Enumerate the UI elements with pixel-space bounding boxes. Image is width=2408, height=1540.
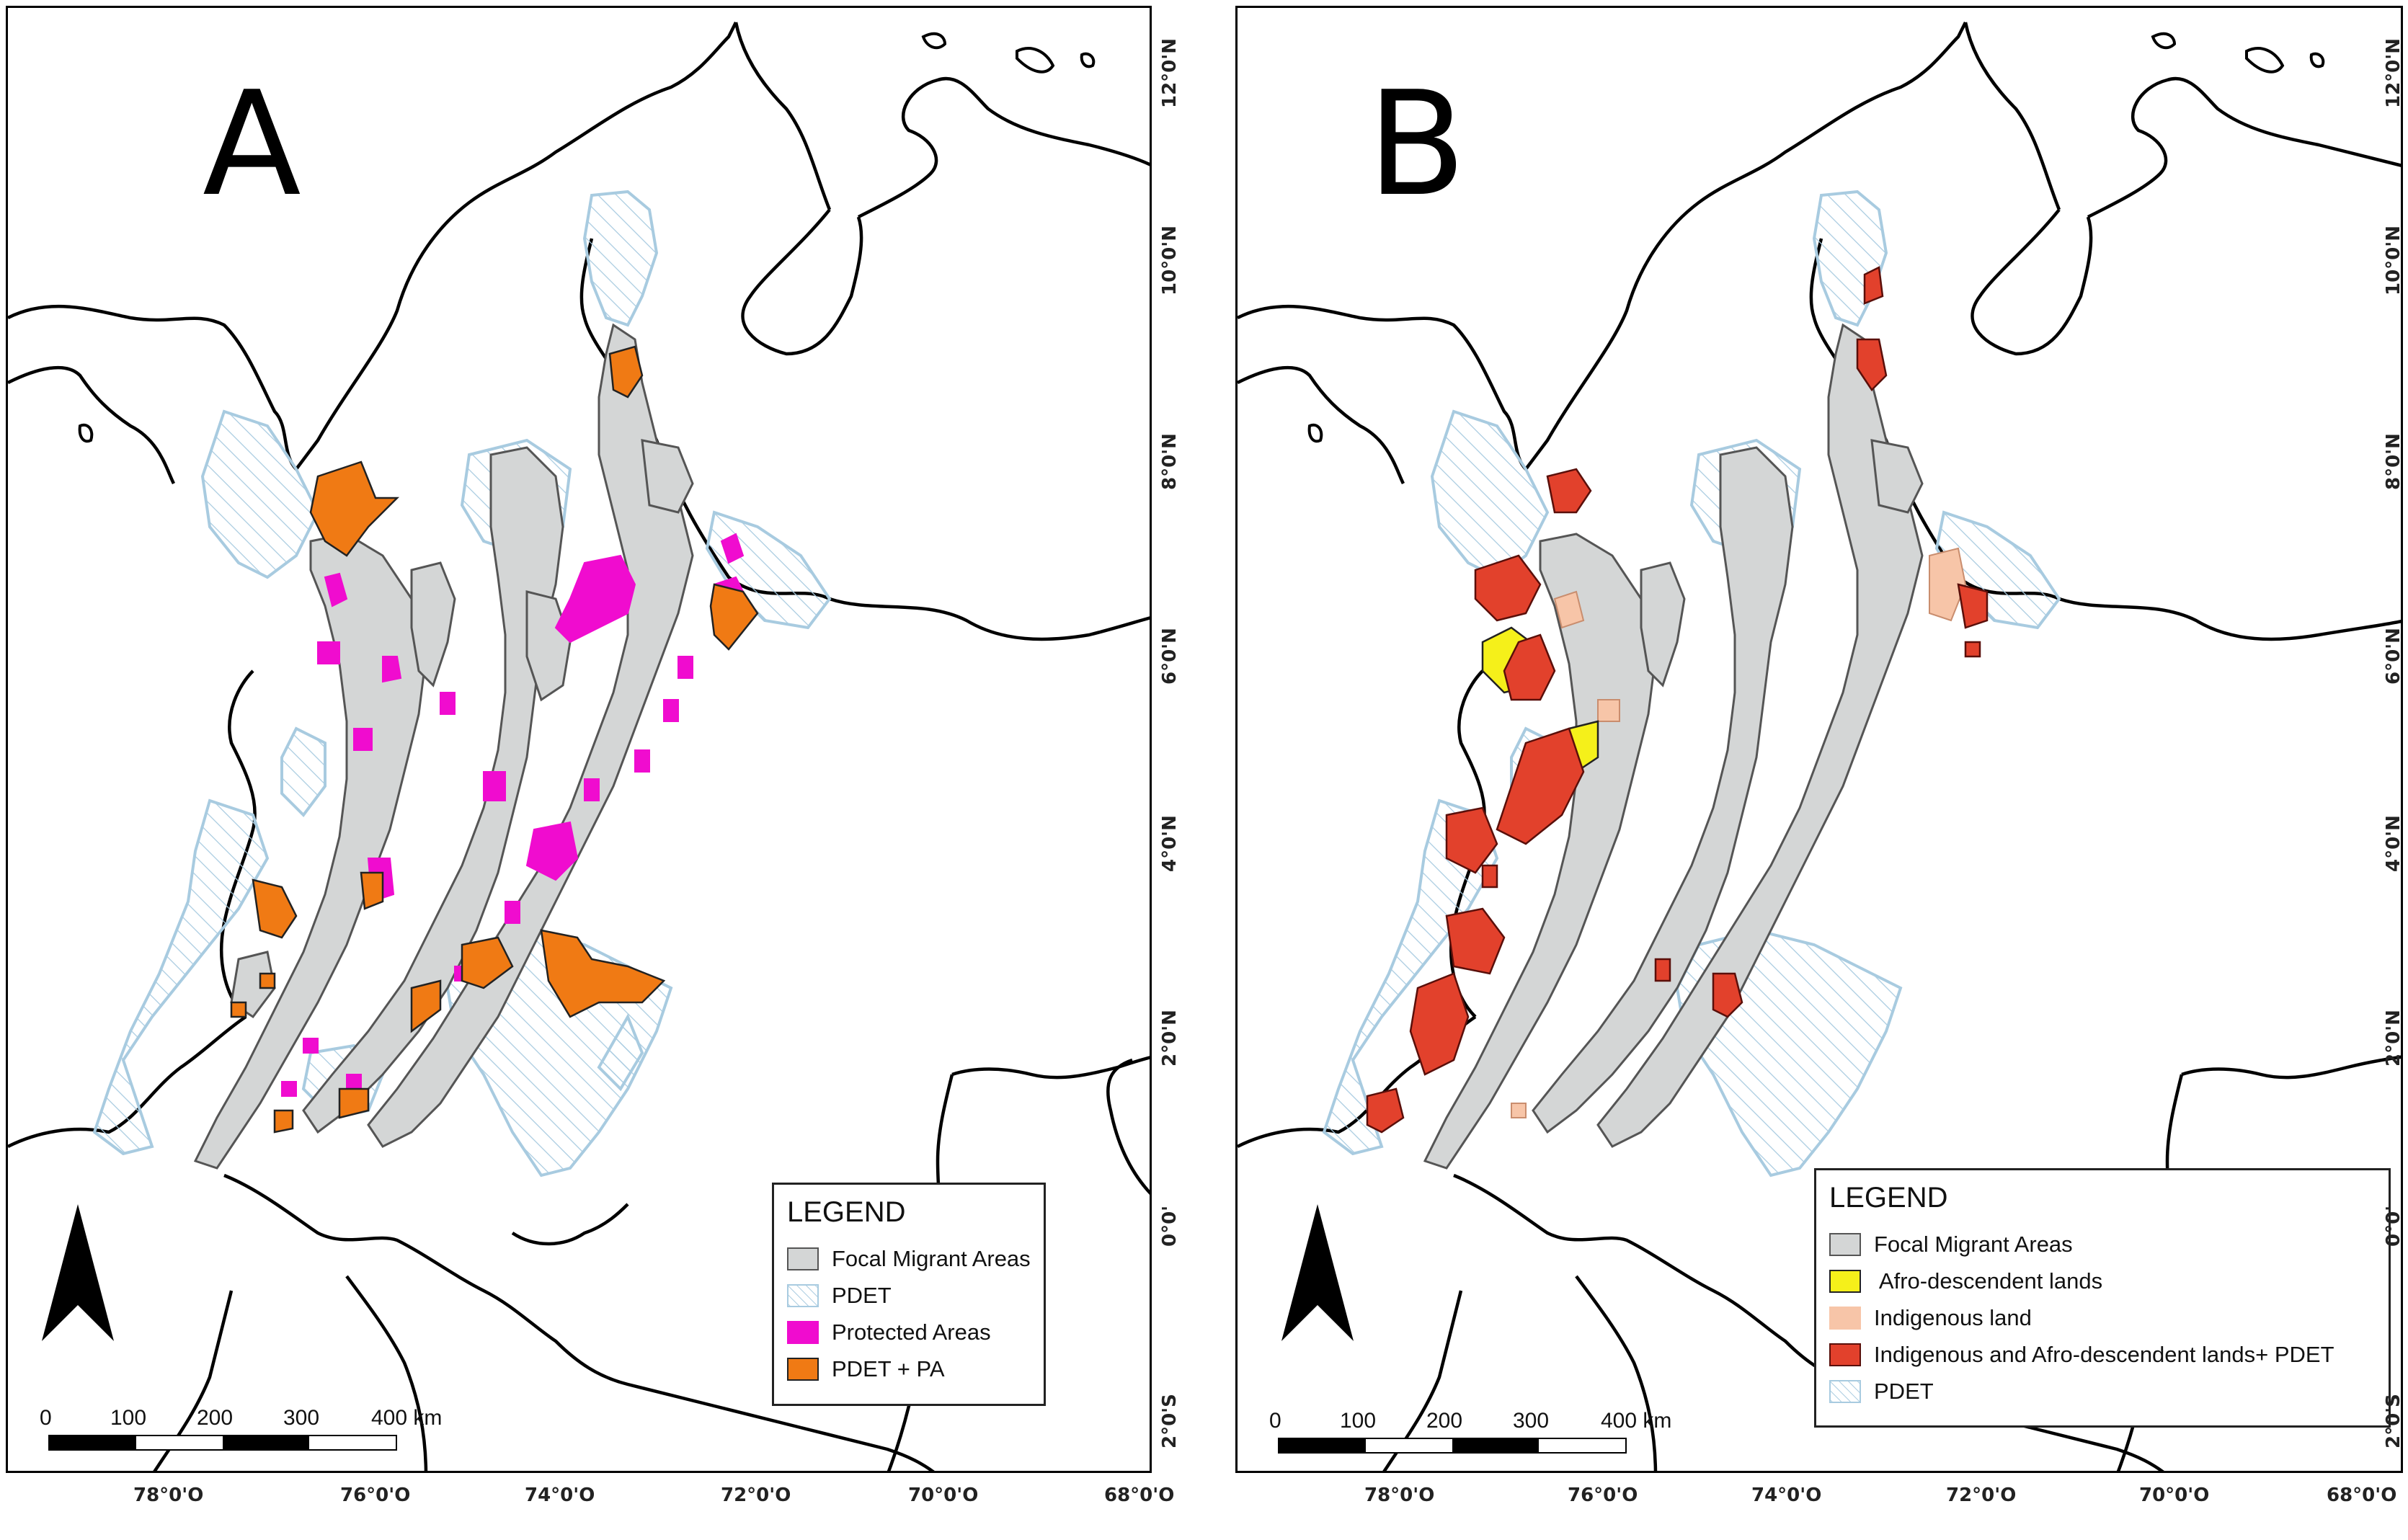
map-canvas-b [1238, 21, 2401, 1471]
legend-item-label: Focal Migrant Areas [832, 1245, 1031, 1271]
legend-item-pdet: PDET [1829, 1373, 2376, 1410]
legend-item-label: Focal Migrant Areas [1874, 1231, 2073, 1257]
protected-swatch [787, 1320, 819, 1344]
legend-item-pdet: PDET [787, 1277, 1031, 1314]
latitude-label: 8°0'N [1159, 433, 1181, 490]
latitude-label: 6°0'N [2383, 628, 2404, 685]
longitude-label: 68°0'O [2327, 1485, 2397, 1506]
map-panel-b: B LEGEND Focal Migrant Areas Afro-descen… [1235, 6, 2403, 1473]
legend: LEGEND Focal Migrant Areas PDET Protecte… [772, 1183, 1046, 1406]
latitude-label: 12°0'N [1159, 38, 1181, 108]
longitude-label: 74°0'O [1751, 1485, 1822, 1506]
latitude-label: 2°0'N [1159, 1010, 1181, 1067]
legend-title: LEGEND [1829, 1182, 1948, 1214]
scale-label: 200 [197, 1406, 234, 1430]
scale-label: 300 [283, 1406, 320, 1430]
latitude-label: 12°0'N [2383, 38, 2404, 108]
islands [1307, 32, 2325, 443]
legend-item-label: PDET [1874, 1378, 1934, 1404]
scale-label: 100 [110, 1406, 147, 1430]
longitude-label: 68°0'O [1104, 1485, 1175, 1506]
afro-swatch [1829, 1269, 1861, 1293]
north-arrow-icon [42, 1204, 114, 1341]
latitude-label: 4°0'N [1159, 815, 1181, 872]
indigenous-swatch [1829, 1306, 1861, 1330]
legend-item-label: Protected Areas [832, 1319, 991, 1345]
latitude-label: 0°0' [2383, 1205, 2404, 1247]
latitude-label: 2°0'S [1159, 1394, 1181, 1448]
scale-label: 300 [1513, 1409, 1550, 1433]
scale-label: 400 km [371, 1406, 443, 1430]
latitude-label: 4°0'N [2383, 815, 2404, 872]
latitude-label: 6°0'N [1159, 628, 1181, 685]
ind-afro-pdet-swatch [1829, 1343, 1861, 1366]
latitude-label: 8°0'N [2383, 433, 2404, 490]
scale-bar: 0 100 200 300 400 km [40, 1406, 472, 1451]
longitude-label: 78°0'O [133, 1485, 204, 1506]
map-canvas-a [8, 21, 1150, 1471]
scale-label: 400 km [1601, 1409, 1672, 1433]
legend-item-pdet-pa: PDET + PA [787, 1350, 1031, 1387]
latitude-label: 2°0'N [2383, 1010, 2404, 1067]
legend-item-label: PDET [832, 1282, 892, 1308]
longitude-label: 72°0'O [1946, 1485, 2017, 1506]
north-arrow-icon [1281, 1204, 1354, 1341]
map-panel-a: A LEGEND Focal Migrant Areas PDET Protec… [6, 6, 1152, 1473]
focal-migrant-areas [1423, 323, 1924, 1170]
legend-item-afro: Afro-descendent lands [1829, 1263, 2376, 1299]
focal-swatch [1829, 1232, 1861, 1256]
longitude-label: 70°0'O [908, 1485, 979, 1506]
longitude-label: 70°0'O [2139, 1485, 2210, 1506]
legend: LEGEND Focal Migrant Areas Afro-descende… [1814, 1168, 2391, 1428]
longitude-label: 76°0'O [1568, 1485, 1638, 1506]
indigenous-lands [1511, 547, 1967, 1118]
scale-label: 0 [40, 1406, 52, 1430]
latitude-label: 10°0'N [1159, 226, 1181, 295]
indigenous-afro-pdet-lands [1366, 266, 1989, 1134]
longitude-label: 74°0'O [525, 1485, 595, 1506]
latitude-label: 10°0'N [2383, 226, 2404, 295]
islands [78, 32, 1096, 443]
panel-letter: B [1367, 61, 1467, 228]
pdet-pa-areas [230, 345, 759, 1134]
scale-label: 100 [1340, 1409, 1377, 1433]
pdet-swatch [1829, 1379, 1861, 1403]
panel-letter: A [203, 61, 301, 228]
scale-label: 0 [1269, 1409, 1281, 1433]
scale-bar: 0 100 200 300 400 km [1269, 1409, 1702, 1454]
legend-item-label: Afro-descendent lands [1874, 1268, 2103, 1294]
legend-item-ind-afro-pdet: Indigenous and Afro-descendent lands+ PD… [1829, 1336, 2376, 1373]
latitude-label: 0°0' [1159, 1205, 1181, 1247]
legend-item-focal: Focal Migrant Areas [787, 1240, 1031, 1277]
scale-label: 200 [1426, 1409, 1463, 1433]
legend-item-label: Indigenous and Afro-descendent lands+ PD… [1874, 1341, 2334, 1367]
longitude-label: 72°0'O [721, 1485, 791, 1506]
pdet-swatch [787, 1283, 819, 1307]
legend-title: LEGEND [787, 1196, 906, 1228]
focal-swatch [787, 1247, 819, 1270]
legend-item-label: PDET + PA [832, 1356, 945, 1381]
legend-item-indigenous: Indigenous land [1829, 1299, 2376, 1336]
legend-item-label: Indigenous land [1874, 1304, 2032, 1330]
longitude-label: 76°0'O [340, 1485, 411, 1506]
longitude-label: 78°0'O [1364, 1485, 1435, 1506]
legend-item-protected: Protected Areas [787, 1314, 1031, 1350]
legend-item-focal: Focal Migrant Areas [1829, 1226, 2376, 1263]
latitude-label: 2°0'S [2383, 1394, 2404, 1448]
pdet-pa-swatch [787, 1357, 819, 1381]
